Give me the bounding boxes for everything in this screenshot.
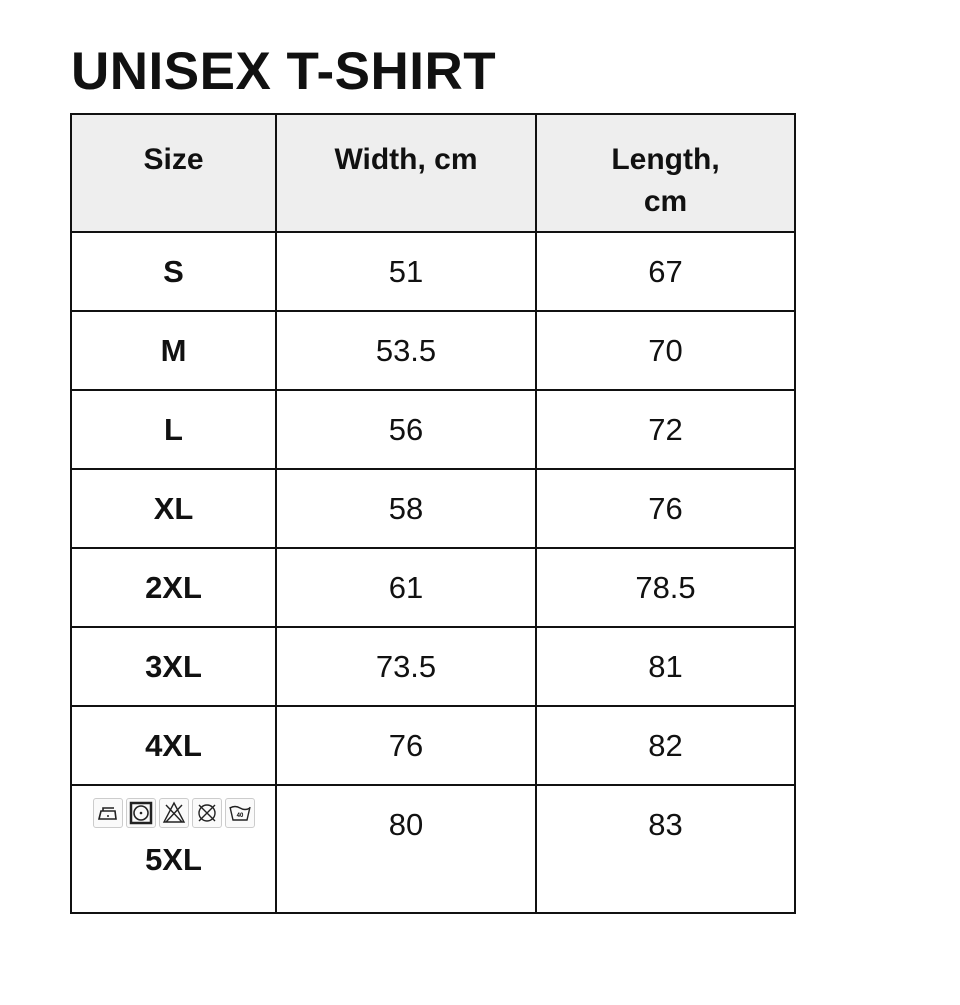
width-cell: 76 bbox=[275, 705, 537, 786]
size-cell: S bbox=[70, 231, 277, 312]
table-row: M 53.5 70 bbox=[70, 310, 796, 391]
width-cell: 56 bbox=[275, 389, 537, 470]
length-cell: 83 bbox=[535, 784, 796, 914]
length-cell: 78.5 bbox=[535, 547, 796, 628]
size-label: 2XL bbox=[145, 570, 202, 605]
width-cell: 58 bbox=[275, 468, 537, 549]
size-label: XL bbox=[153, 491, 194, 526]
page-title: UNISEX T-SHIRT bbox=[71, 42, 497, 101]
no-dry-clean-icon bbox=[191, 798, 222, 828]
width-cell: 61 bbox=[275, 547, 537, 628]
wash-40-icon: 40 bbox=[224, 798, 255, 828]
width-cell: 73.5 bbox=[275, 626, 537, 707]
svg-text:40: 40 bbox=[236, 813, 243, 819]
size-label: L bbox=[164, 412, 183, 447]
length-cell: 67 bbox=[535, 231, 796, 312]
size-cell: 3XL bbox=[70, 626, 277, 707]
size-cell: XL bbox=[70, 468, 277, 549]
header-row: Size Width, cm Length, cm bbox=[70, 113, 796, 233]
table-row: 4XL 76 82 bbox=[70, 705, 796, 786]
size-cell: M bbox=[70, 310, 277, 391]
header-length-text: Length, cm bbox=[611, 143, 720, 218]
size-label: 5XL bbox=[145, 842, 202, 877]
width-cell: 80 bbox=[275, 784, 537, 914]
table-row: 3XL 73.5 81 bbox=[70, 626, 796, 707]
length-cell: 81 bbox=[535, 626, 796, 707]
width-cell: 51 bbox=[275, 231, 537, 312]
size-label: S bbox=[163, 254, 184, 289]
width-cell: 53.5 bbox=[275, 310, 537, 391]
size-label: 4XL bbox=[145, 728, 202, 763]
no-bleach-icon bbox=[158, 798, 189, 828]
size-label: 3XL bbox=[145, 649, 202, 684]
length-cell: 82 bbox=[535, 705, 796, 786]
size-cell: L bbox=[70, 389, 277, 470]
table-row: 2XL 61 78.5 bbox=[70, 547, 796, 628]
tumble-dry-icon bbox=[125, 798, 156, 828]
table-row: XL 58 76 bbox=[70, 468, 796, 549]
length-cell: 70 bbox=[535, 310, 796, 391]
iron-low-icon bbox=[92, 798, 123, 828]
size-label: M bbox=[160, 333, 187, 368]
header-size: Size bbox=[70, 113, 277, 233]
size-cell: 40 5XL bbox=[70, 784, 277, 914]
length-cell: 72 bbox=[535, 389, 796, 470]
header-length: Length, cm bbox=[535, 113, 796, 233]
table-row: L 56 72 bbox=[70, 389, 796, 470]
size-chart-table: Size Width, cm Length, cm S 51 67 M 53.5 70 L 5… bbox=[70, 113, 796, 914]
header-width: Width, cm bbox=[275, 113, 537, 233]
table-row: 40 5XL 80 83 bbox=[70, 784, 796, 914]
size-cell: 4XL bbox=[70, 705, 277, 786]
care-icons: 40 bbox=[72, 798, 275, 830]
table-row: S 51 67 bbox=[70, 231, 796, 312]
size-cell: 2XL bbox=[70, 547, 277, 628]
length-cell: 76 bbox=[535, 468, 796, 549]
